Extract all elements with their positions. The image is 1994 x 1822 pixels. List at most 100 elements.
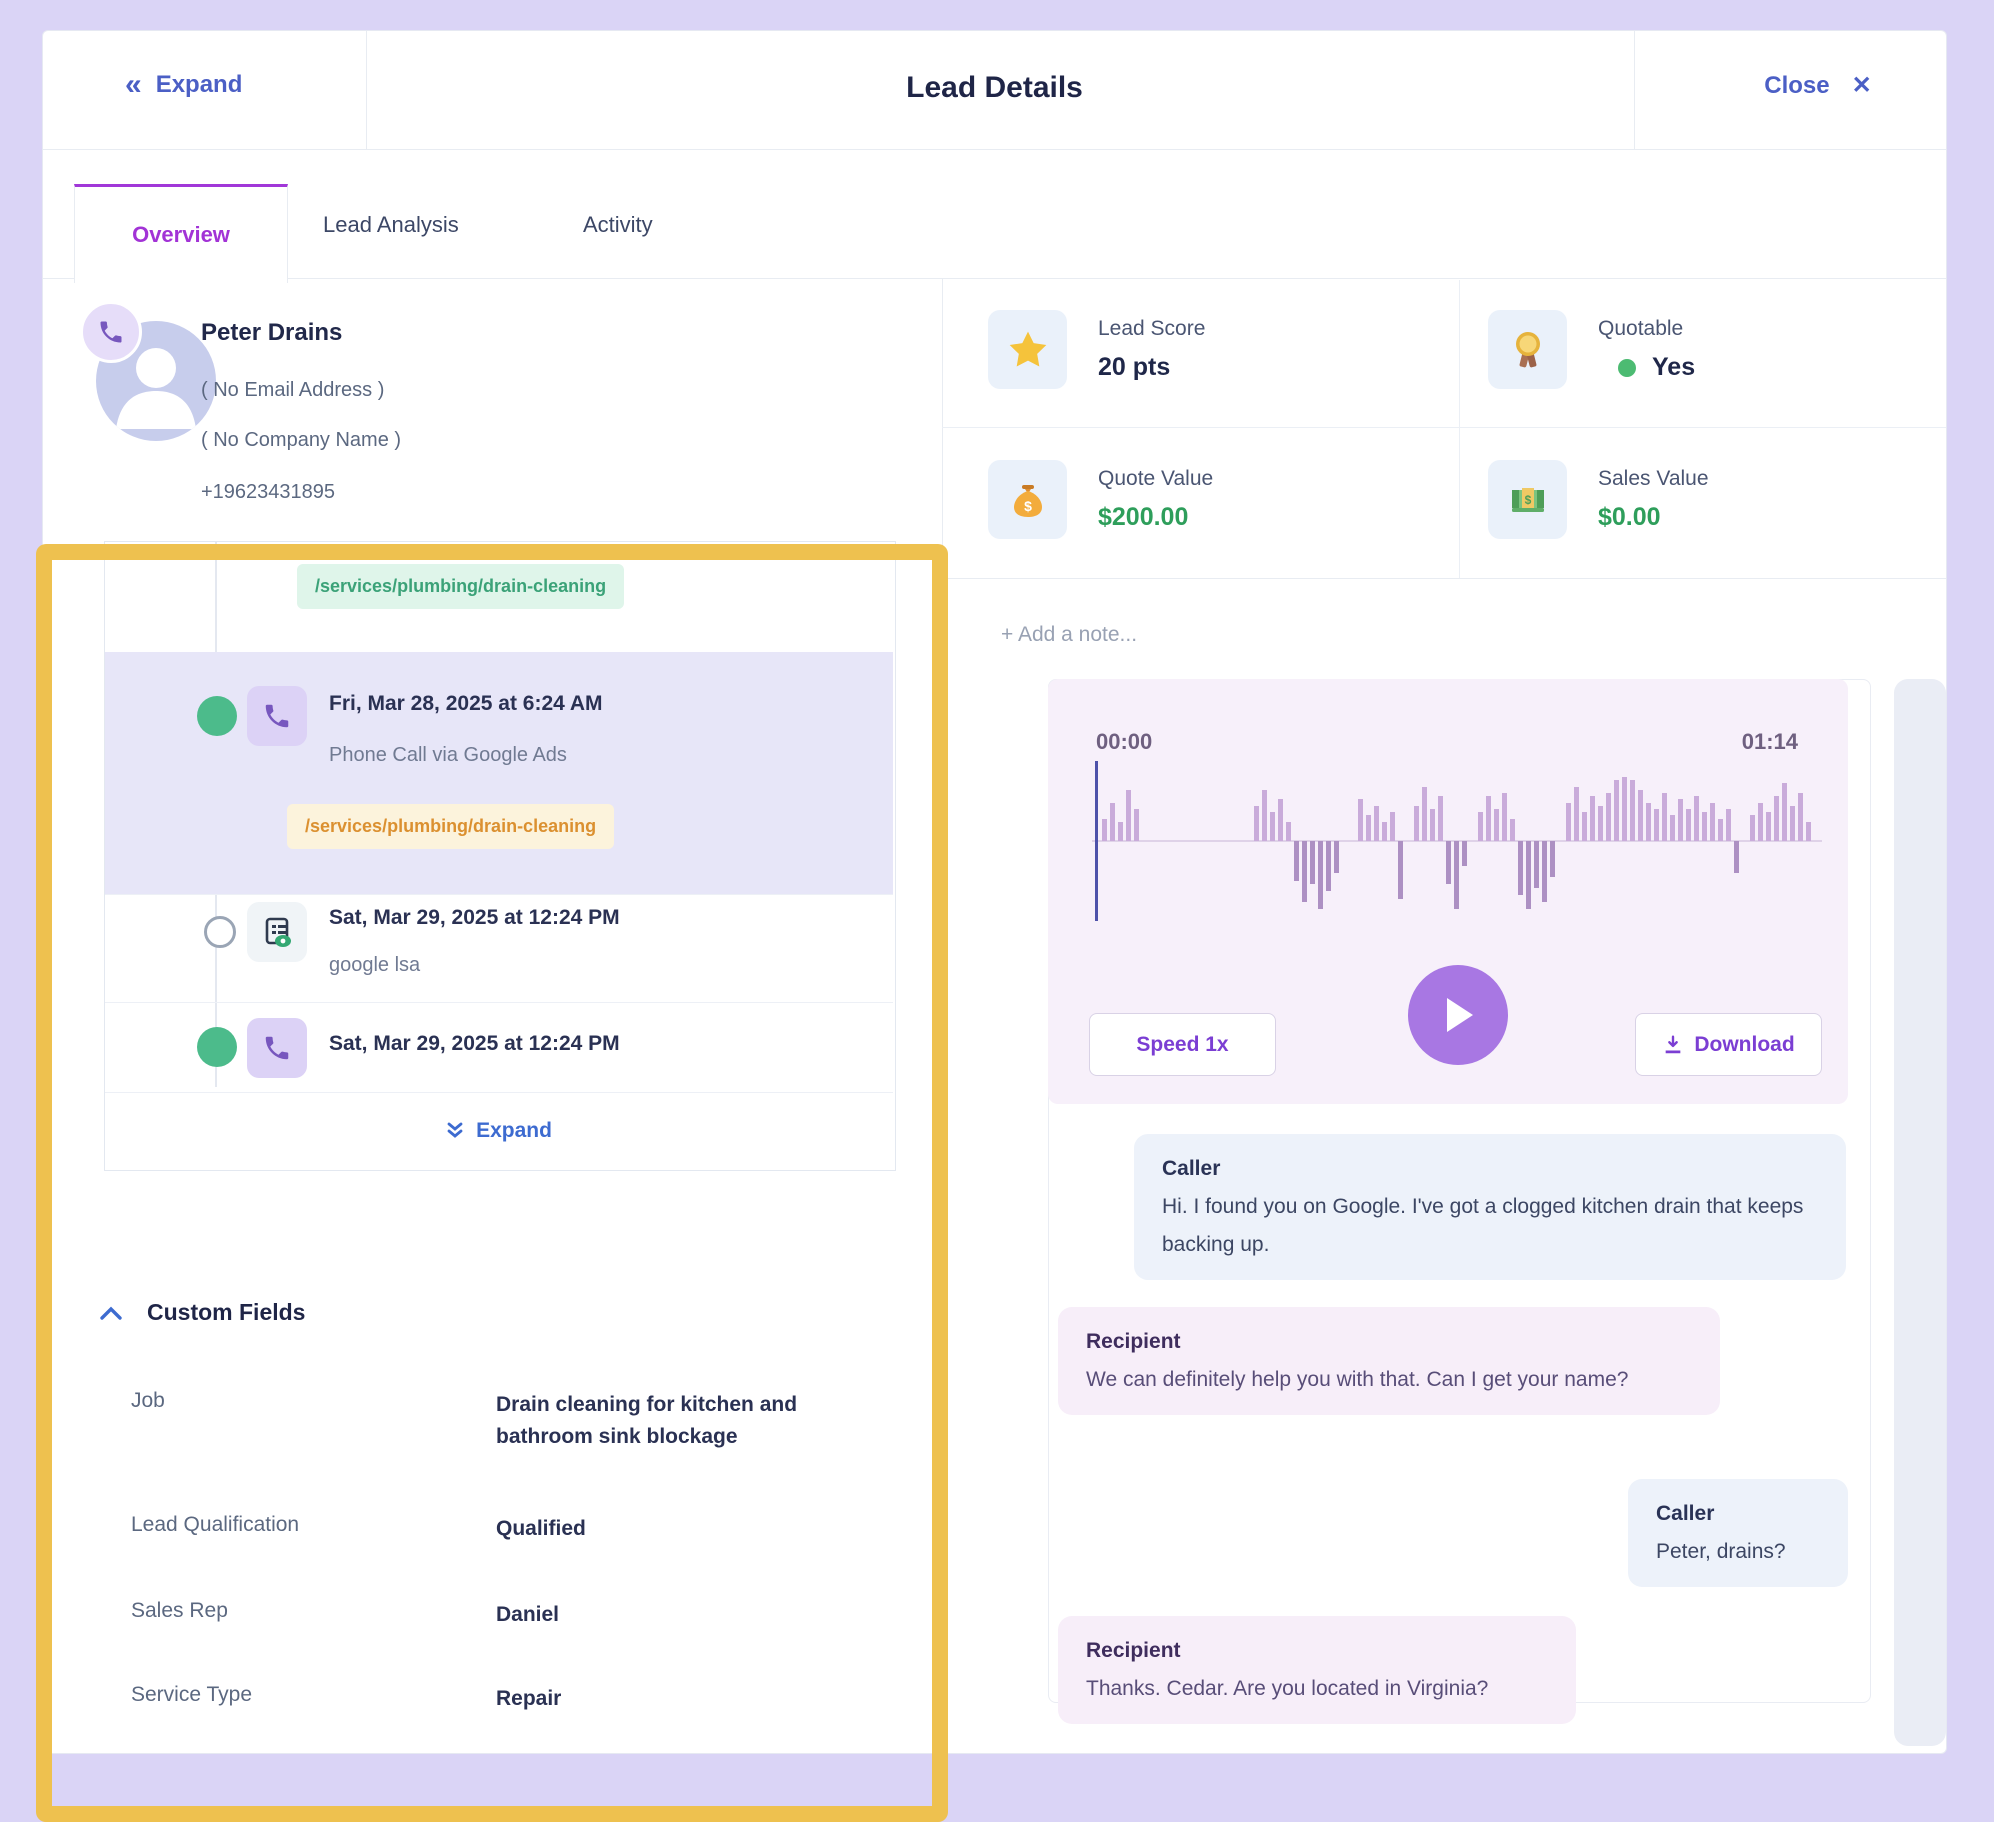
- stat-label: Quotable: [1598, 317, 1684, 340]
- stats-divider-vertical: [1459, 280, 1460, 578]
- timeline-expand-label: Expand: [476, 1118, 552, 1142]
- field-value: Daniel: [496, 1603, 560, 1626]
- timeline-item-date: Sat, Mar 29, 2025 at 12:24 PM: [329, 1032, 620, 1055]
- phone-call-icon: [247, 686, 307, 746]
- close-icon: ✕: [1851, 72, 1872, 99]
- money-bag-icon: $: [988, 460, 1067, 539]
- stat-label: Sales Value: [1598, 467, 1709, 490]
- svg-text:$: $: [1524, 493, 1531, 507]
- timeline-item-2[interactable]: Sat, Mar 29, 2025 at 12:24 PM google lsa: [105, 894, 893, 1003]
- status-dot-green: [1618, 359, 1636, 378]
- contact-name: Peter Drains: [201, 319, 343, 346]
- speaker-label: Caller: [1656, 1502, 1715, 1525]
- message-text: We can definitely help you with that. Ca…: [1086, 1368, 1629, 1391]
- contact-phone: +19623431895: [201, 481, 336, 503]
- timeline-item-desc: Phone Call via Google Ads: [329, 744, 567, 766]
- lead-form-icon: [247, 902, 307, 962]
- field-label: Lead Qualification: [131, 1513, 300, 1536]
- star-icon: [988, 310, 1067, 389]
- download-button[interactable]: Download: [1635, 1013, 1822, 1076]
- tab-lead-analysis[interactable]: Lead Analysis: [323, 212, 459, 237]
- close-button-label: Close: [1764, 71, 1830, 99]
- transcript-message: Recipient We can definitely help you wit…: [1058, 1307, 1720, 1415]
- audio-player: 00:00 01:14 Speed 1x Download: [1048, 679, 1848, 1104]
- speed-button[interactable]: Speed 1x: [1089, 1013, 1276, 1076]
- field-label: Service Type: [131, 1683, 253, 1706]
- header-bottom-border: [43, 149, 1946, 150]
- tab-bar-border: [43, 278, 1946, 279]
- speaker-label: Caller: [1162, 1157, 1221, 1180]
- svg-text:$: $: [1024, 498, 1032, 514]
- field-label: Job: [131, 1389, 165, 1412]
- stat-value: $200.00: [1098, 503, 1189, 531]
- banknotes-icon: $: [1488, 460, 1567, 539]
- close-button[interactable]: Close ✕: [1723, 71, 1913, 100]
- field-value: Repair: [496, 1687, 562, 1710]
- scrollbar-track[interactable]: [1894, 679, 1946, 1746]
- lead-details-panel: « Expand Lead Details Close ✕ Overview L…: [42, 30, 1947, 1754]
- custom-fields-header: Custom Fields: [99, 1299, 305, 1326]
- timeline-item-desc: google lsa: [329, 954, 421, 976]
- timeline-item-date: Fri, Mar 28, 2025 at 6:24 AM: [329, 692, 603, 715]
- stats-bottom-border: [942, 578, 1946, 579]
- page-title: Lead Details: [906, 71, 1083, 104]
- column-divider: [942, 279, 943, 1746]
- timeline-item-date: Sat, Mar 29, 2025 at 12:24 PM: [329, 906, 620, 929]
- page-path-chip: /services/plumbing/drain-cleaning: [287, 804, 615, 849]
- chevrons-left-icon: «: [125, 68, 142, 101]
- timeline-dot-filled: [197, 696, 237, 736]
- download-icon: [1665, 1035, 1681, 1053]
- expand-button[interactable]: « Expand: [125, 68, 243, 101]
- expand-button-label: Expand: [155, 71, 243, 98]
- time-total: 01:14: [1741, 729, 1798, 754]
- quotable-value: Yes: [1652, 353, 1696, 381]
- medal-icon: [1488, 310, 1567, 389]
- speaker-label: Recipient: [1086, 1330, 1181, 1353]
- speaker-label: Recipient: [1086, 1639, 1181, 1662]
- transcript-message: Caller Peter, drains?: [1628, 1479, 1848, 1587]
- stat-label: Lead Score: [1098, 317, 1206, 340]
- tab-overview[interactable]: Overview: [74, 184, 288, 283]
- contact-company: ( No Company Name ): [201, 429, 402, 451]
- timeline-dot-hollow: [204, 916, 236, 948]
- tab-activity[interactable]: Activity: [583, 212, 653, 237]
- message-text: Peter, drains?: [1656, 1540, 1786, 1563]
- timeline-item-1[interactable]: Fri, Mar 28, 2025 at 6:24 AM Phone Call …: [105, 652, 893, 895]
- header-divider-right: [1634, 31, 1635, 149]
- timeline-card: /services/plumbing/drain-cleaning Fri, M…: [104, 541, 896, 1171]
- contact-email: ( No Email Address ): [201, 379, 385, 401]
- timeline-expand-row: Expand: [105, 1092, 893, 1169]
- custom-fields-title: Custom Fields: [147, 1299, 306, 1325]
- field-value: Drain cleaning for kitchen and bathroom …: [496, 1393, 798, 1448]
- page-path-chip: /services/plumbing/drain-cleaning: [297, 564, 625, 609]
- stat-label: Quote Value: [1098, 467, 1214, 490]
- stat-value: 20 pts: [1098, 353, 1171, 381]
- play-button[interactable]: [1408, 965, 1508, 1065]
- time-current: 00:00: [1096, 729, 1153, 754]
- speed-button-label: Speed 1x: [1136, 1032, 1229, 1056]
- timeline-item-3[interactable]: Sat, Mar 29, 2025 at 12:24 PM: [105, 1002, 893, 1093]
- phone-call-icon: [247, 1018, 307, 1078]
- transcript-message: Recipient Thanks. Cedar. Are you located…: [1058, 1616, 1576, 1724]
- tab-bar: Overview Lead Analysis Activity: [43, 150, 1946, 283]
- message-text: Hi. I found you on Google. I've got a cl…: [1162, 1195, 1804, 1256]
- field-label: Sales Rep: [131, 1599, 228, 1622]
- phone-badge-icon: [80, 301, 142, 363]
- playhead[interactable]: [1095, 761, 1098, 921]
- stats-divider-horizontal: [942, 427, 1946, 428]
- stat-value: Yes: [1618, 353, 1695, 382]
- add-note-button[interactable]: + Add a note...: [1001, 623, 1138, 646]
- stat-value: $0.00: [1598, 503, 1661, 531]
- transcript-message: Caller Hi. I found you on Google. I've g…: [1134, 1134, 1846, 1280]
- play-icon: [1447, 998, 1473, 1032]
- message-text: Thanks. Cedar. Are you located in Virgin…: [1086, 1677, 1489, 1700]
- field-value: Qualified: [496, 1517, 586, 1540]
- waveform[interactable]: [1094, 761, 1820, 921]
- chevron-up-icon[interactable]: [99, 1305, 123, 1321]
- download-button-label: Download: [1694, 1032, 1795, 1056]
- timeline-item-0[interactable]: /services/plumbing/drain-cleaning: [105, 542, 893, 653]
- header-divider-left: [366, 31, 367, 149]
- timeline-dot-filled: [197, 1027, 237, 1067]
- timeline-expand-button[interactable]: Expand: [446, 1119, 552, 1143]
- chevrons-down-icon: [447, 1122, 463, 1138]
